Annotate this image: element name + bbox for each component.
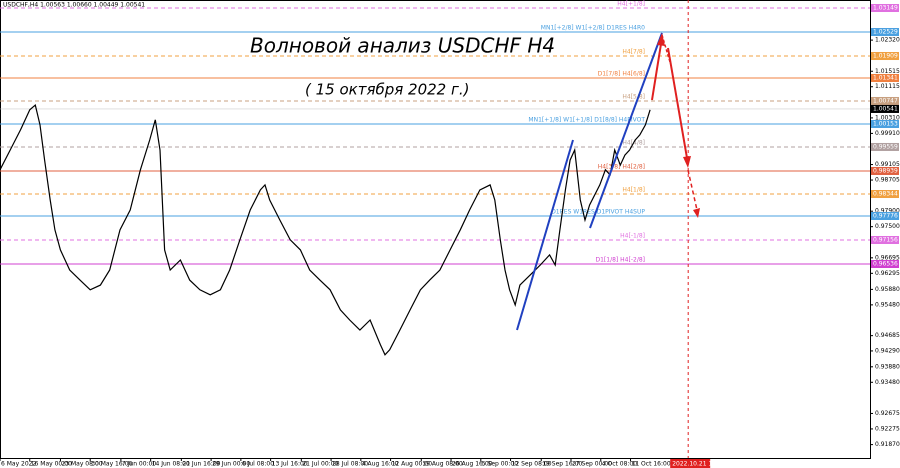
- level-price-label: 1.01909: [873, 53, 898, 60]
- level-label: H4[5/8]: [622, 93, 645, 100]
- level-price-box: [871, 211, 899, 220]
- y-tick-label: 0.95880: [875, 286, 900, 293]
- x-tick-label: 6 May 2022: [1, 461, 36, 468]
- level-price-label: 0.97776: [873, 212, 898, 219]
- y-tick-label: 0.93880: [875, 363, 900, 370]
- level-price-box: [871, 96, 899, 105]
- level-label: H4[-1/8]: [620, 232, 645, 239]
- level-price-label: 1.00153: [873, 120, 898, 127]
- x-tick-label: 5 Sep 00:00: [482, 461, 518, 468]
- arrow-head: [693, 208, 700, 218]
- level-label: H4[3/8] H4[2/8]: [598, 163, 645, 170]
- x-tick-label: 16 May 00:00: [31, 461, 72, 468]
- level-price-label: 1.02529: [873, 29, 898, 36]
- x-tick-label: 19 Sep 16:00: [542, 461, 582, 468]
- level-label: H4[7/8]: [622, 49, 645, 56]
- current-price-box: [871, 104, 899, 113]
- level-price-box: [871, 259, 899, 268]
- y-tick-label: 1.00310: [875, 114, 900, 121]
- current-price-label: 1.00541: [873, 105, 898, 112]
- x-tick-label: 6 Jul 08:00: [242, 461, 274, 468]
- level-price-label: 1.03149: [873, 5, 898, 12]
- y-tick-label: 0.93480: [875, 379, 900, 386]
- y-tick-label: 0.95480: [875, 301, 900, 308]
- y-tick-label: 1.01115: [875, 83, 900, 90]
- chart-subtitle: ( 15 октября 2022 г.): [305, 81, 469, 99]
- forecast-arrow: [667, 47, 688, 159]
- x-tick-label: 23 May 08:00: [61, 461, 102, 468]
- level-price-box: [871, 28, 899, 37]
- level-price-label: 0.98939: [873, 167, 898, 174]
- level-price-box: [871, 119, 899, 128]
- y-tick-label: 0.99105: [875, 161, 900, 168]
- y-tick-label: 0.91870: [875, 441, 900, 448]
- level-price-box: [871, 4, 899, 13]
- level-price-box: [871, 142, 899, 151]
- level-label: H4[+1/8]: [617, 1, 645, 8]
- level-price-box: [871, 52, 899, 61]
- level-price-box: [871, 73, 899, 82]
- levels: H4[+1/8] MN1[+2/8] W1[+2/8] D1RES H4R0 H4[…: [0, 0, 870, 458]
- level-label: D1[7/8] H4[6/8]: [598, 70, 645, 77]
- y-tick-label: 0.92275: [875, 425, 900, 432]
- chart-header: USDCHF,H4 1.00563 1.00660 1.00449 1.0054…: [3, 2, 145, 9]
- forecast-arrow: [651, 43, 662, 101]
- level-label: D1[1/8] H4[-2/8]: [595, 256, 645, 263]
- level-price-label: 0.96536: [873, 260, 898, 267]
- level-price-box: [871, 166, 899, 175]
- y-tick-label: 0.92675: [875, 410, 900, 417]
- x-tick-label: 28 Jul 08:00: [332, 461, 368, 468]
- level-label: MN1[+2/8] W1[+2/8] D1RES H4R0: [541, 25, 645, 32]
- x-tick-label: 30 May 16:00: [91, 461, 132, 468]
- wave-annotations: [516, 32, 700, 331]
- y-tick-label: 0.94290: [875, 347, 900, 354]
- level-price-box: [871, 190, 899, 199]
- price-line: [0, 104, 651, 356]
- y-tick-label: 1.02320: [875, 37, 900, 44]
- x-tick-label: 19 Aug 08:00: [422, 461, 463, 468]
- x-tick-label: 27 Sep 00:00: [572, 461, 612, 468]
- x-tick-label: 26 Aug 16:00: [452, 461, 493, 468]
- y-tick-label: 0.96295: [875, 270, 900, 277]
- forecast-date-box: [670, 459, 711, 468]
- arrow-head: [657, 33, 665, 46]
- y-tick-label: 0.96695: [875, 254, 900, 261]
- forecast-date-label: 2022.10.21 10:00: [672, 461, 726, 468]
- wave-line: [589, 32, 663, 229]
- x-tick-label: 7 Jun 00:00: [122, 461, 156, 468]
- level-price-label: 1.00747: [873, 97, 898, 104]
- x-tick-label: 14 Jun 08:00: [152, 461, 190, 468]
- y-tick-label: 0.97500: [875, 223, 900, 230]
- wave-line: [516, 139, 574, 331]
- y-tick-label: 0.98705: [875, 177, 900, 184]
- x-tick-label: 4 Aug 16:00: [362, 461, 399, 468]
- chart-title: Волновой анализ USDCHF H4: [250, 34, 555, 58]
- x-tick-label: 13 Jul 16:00: [272, 461, 308, 468]
- arrow-head: [683, 156, 691, 168]
- plot-frame: [0, 0, 871, 459]
- y-tick-label: 1.01515: [875, 68, 900, 75]
- price: [0, 104, 651, 356]
- level-price-label: 0.99559: [873, 143, 898, 150]
- level-price-label: 0.98344: [873, 191, 898, 198]
- x-tick-label: 29 Jun 00:00: [212, 461, 250, 468]
- level-price-label: 0.97156: [873, 236, 898, 243]
- y-tick-label: 0.99910: [875, 130, 900, 137]
- x-tick-label: 21 Jul 00:00: [302, 461, 338, 468]
- x-tick-label: 21 Jun 16:00: [182, 461, 220, 468]
- x-tick-label: 12 Sep 08:00: [512, 461, 552, 468]
- x-tick-label: 11 Oct 16:00: [632, 461, 671, 468]
- level-price-label: 1.01341: [873, 74, 898, 81]
- level-label: H4[1/8]: [622, 187, 645, 194]
- y-tick-label: 0.94685: [875, 332, 900, 339]
- level-label: D1RES W1RES D1PIVOT H4SUP: [551, 208, 645, 215]
- level-label: MN1[+1/8] W1[+1/8] D1[8/8] H4PIVOT: [528, 116, 645, 123]
- x-tick-label: 4 Oct 08:00: [602, 461, 637, 468]
- x-tick-label: 12 Aug 00:00: [392, 461, 433, 468]
- y-tick-label: 0.97900: [875, 208, 900, 215]
- level-price-box: [871, 235, 899, 244]
